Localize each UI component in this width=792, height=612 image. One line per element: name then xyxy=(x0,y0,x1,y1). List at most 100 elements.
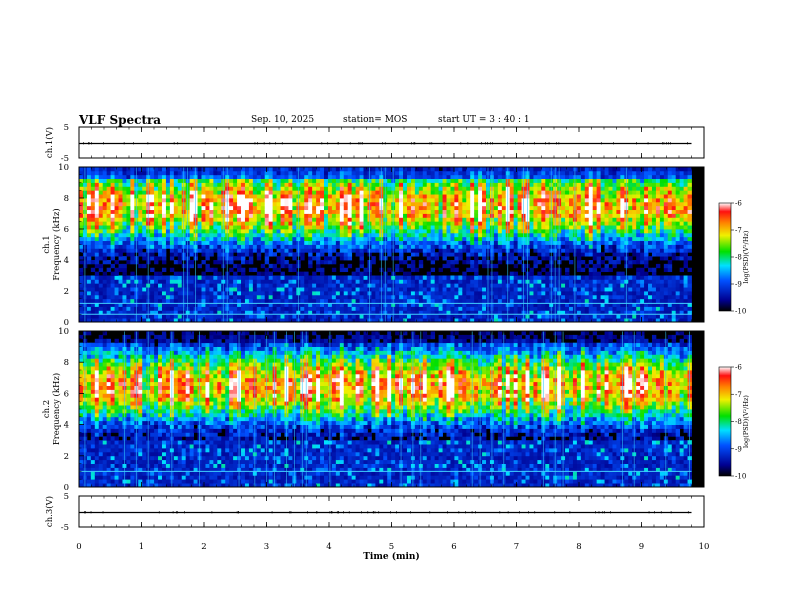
spectrogram-cell xyxy=(466,236,471,242)
spectrogram-cell xyxy=(509,279,515,284)
spectrogram-cell xyxy=(569,310,574,315)
spectrogram-cell xyxy=(244,213,250,218)
spectrogram-cell xyxy=(205,205,210,211)
spectrogram-cell xyxy=(205,236,210,242)
spectrogram-cell xyxy=(268,271,274,276)
spectrogram-cell xyxy=(229,170,234,176)
spectrogram-cell xyxy=(399,244,404,249)
spectrogram-cell xyxy=(284,178,289,183)
spectrogram-cell xyxy=(122,209,127,214)
spectrogram-cell xyxy=(169,182,175,187)
spectrogram-cell xyxy=(399,182,404,187)
spectrogram-cell xyxy=(94,283,100,288)
spectrogram-cell xyxy=(430,287,436,292)
spectrogram-cell xyxy=(260,167,266,172)
spectrogram-cell xyxy=(466,232,471,238)
spectrogram-cell xyxy=(434,244,439,249)
spectrogram-cell xyxy=(292,302,297,307)
spectrogram-cell xyxy=(130,271,135,276)
spectrogram-cell xyxy=(114,240,119,245)
spectrogram-cell xyxy=(497,170,503,176)
spectrogram-cell xyxy=(209,225,214,230)
spectrogram-cell xyxy=(462,167,467,172)
spectrogram-cell xyxy=(205,275,210,280)
spectrogram-cell xyxy=(482,186,487,191)
spectrogram-cell xyxy=(355,240,360,245)
spectrogram-cell xyxy=(209,318,214,323)
spectrogram-cell xyxy=(106,182,112,187)
spectrogram-cell xyxy=(403,318,408,323)
spectrogram-cell xyxy=(343,205,349,211)
spectrogram-cell xyxy=(110,252,115,257)
spectrogram-cell xyxy=(173,302,179,307)
spectrogram-cell xyxy=(161,294,167,300)
spectrogram-cell xyxy=(482,314,487,319)
spectrogram-cell xyxy=(244,194,250,199)
spectrogram-cell xyxy=(458,225,463,230)
spectrogram-cell xyxy=(241,167,246,172)
spectrogram-cell xyxy=(79,248,84,253)
spectrogram-cell xyxy=(343,298,349,304)
spectrogram-cell xyxy=(533,291,538,296)
spectrogram-cell xyxy=(86,225,92,230)
spectrogram-cell xyxy=(576,198,582,203)
spectrogram-cell xyxy=(169,178,175,183)
spectrogram-cell xyxy=(576,186,582,191)
spectrogram-cell xyxy=(450,213,455,218)
spectrogram-cell xyxy=(320,213,325,218)
spectrogram-cell xyxy=(264,267,270,273)
spectrogram-cell xyxy=(106,178,112,183)
spectrogram-cell xyxy=(474,310,479,315)
spectrogram-cell xyxy=(478,182,483,187)
spectrogram-cell xyxy=(355,225,360,230)
spectrogram-cell xyxy=(501,256,507,261)
spectrogram-cell xyxy=(177,260,183,265)
spectrogram-cell xyxy=(493,240,499,245)
spectrogram-cell xyxy=(201,252,206,257)
spectrogram-cell xyxy=(304,310,309,315)
spectrogram-cell xyxy=(79,170,84,176)
spectrogram-cell xyxy=(79,310,84,315)
spectrogram-cell xyxy=(541,221,546,226)
spectrogram-cell xyxy=(256,186,262,191)
spectrogram-cell xyxy=(205,298,210,304)
spectrogram-cell xyxy=(280,225,285,230)
spectrogram-cell xyxy=(288,310,293,315)
spectrogram-cell xyxy=(79,236,84,242)
spectrogram-cell xyxy=(300,252,305,257)
spectrogram-cell xyxy=(501,229,507,234)
spectrogram-cell xyxy=(414,217,420,222)
spectrogram-cell xyxy=(252,194,258,199)
spectrogram-cell xyxy=(438,240,443,245)
spectrogram-cell xyxy=(355,267,360,273)
spectrogram-cell xyxy=(541,225,546,230)
spectrogram-cell xyxy=(497,260,503,265)
spectrogram-cell xyxy=(493,302,499,307)
spectrogram-cell xyxy=(478,167,483,172)
spectrogram-cell xyxy=(229,194,234,199)
spectrogram-cell xyxy=(343,291,349,296)
spectrogram-cell xyxy=(347,205,353,211)
spectrogram-cell xyxy=(414,205,420,211)
spectrogram-cell xyxy=(347,252,353,257)
spectrogram-cell xyxy=(197,263,202,269)
spectrogram-cell xyxy=(351,201,357,207)
spectrogram-cell xyxy=(233,240,238,245)
spectrogram-cell xyxy=(454,287,459,292)
spectrogram-cell xyxy=(189,232,194,238)
spectrogram-cell xyxy=(300,240,305,245)
spectrogram-cell xyxy=(529,232,534,238)
spectrogram-cell xyxy=(561,236,566,242)
spectrogram-cell xyxy=(584,291,590,296)
spectrogram-cell xyxy=(529,314,534,319)
spectrogram-cell xyxy=(300,287,305,292)
spectrogram-cell xyxy=(537,244,542,249)
spectrogram-cell xyxy=(130,194,135,199)
spectrogram-cell xyxy=(324,318,329,323)
spectrogram-cell xyxy=(541,232,546,238)
spectrogram-cell xyxy=(268,209,274,214)
spectrogram-cell xyxy=(399,221,404,226)
spectrogram-cell xyxy=(150,174,155,180)
spectrogram-cell xyxy=(312,248,317,253)
spectrogram-cell xyxy=(268,298,274,304)
